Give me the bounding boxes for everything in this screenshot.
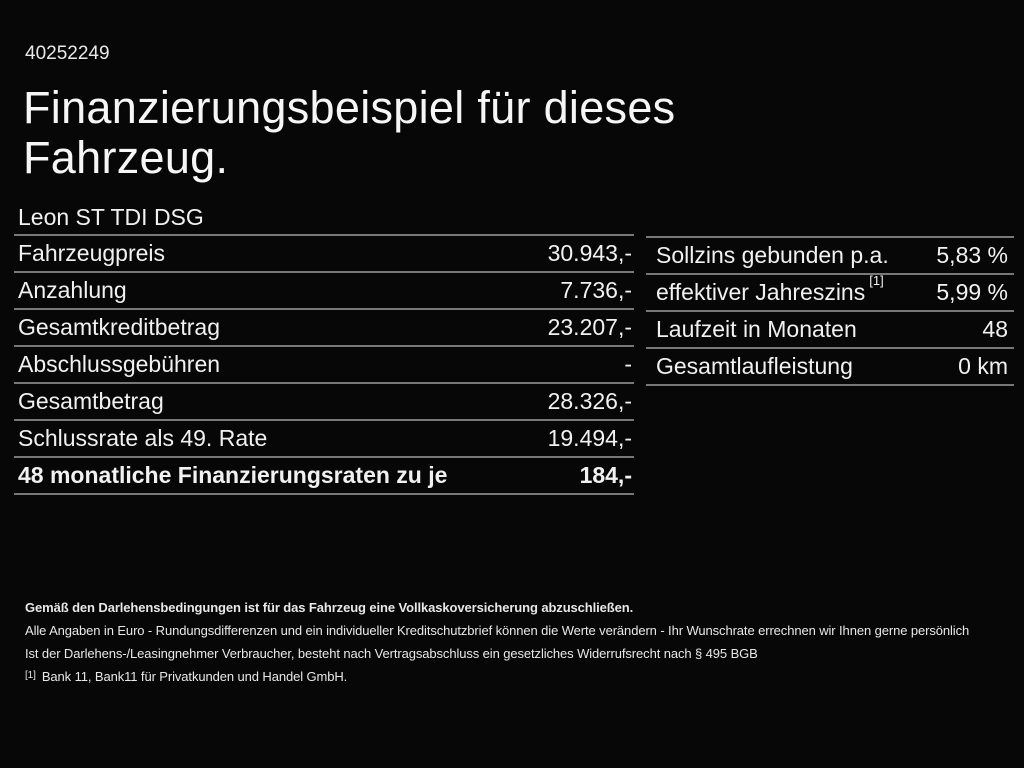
row-value: - (624, 351, 632, 377)
row-value: 7.736,- (560, 277, 632, 303)
footer: Gemäß den Darlehensbedingungen ist für d… (25, 600, 1005, 694)
financing-table: Leon ST TDI DSG Fahrzeugpreis 30.943,- A… (14, 200, 634, 495)
table-row: Gesamtlaufleistung 0 km (646, 349, 1014, 386)
row-value: 28.326,- (547, 388, 632, 414)
row-value: 5,83 % (936, 242, 1008, 268)
insurance-note: Gemäß den Darlehensbedingungen ist für d… (25, 600, 634, 615)
table-row: Fahrzeugpreis 30.943,- (14, 236, 634, 273)
row-value: 0 km (958, 353, 1008, 379)
disclaimer-line: Alle Angaben in Euro - Rundungsdifferenz… (25, 623, 970, 638)
table-row-monthly-rate: 48 monatliche Finanzierungsraten zu je 1… (14, 458, 634, 495)
table-row: effektiver Jahreszins [1] 5,99 % (646, 273, 1014, 312)
table-row: Anzahlung 7.736,- (14, 273, 634, 310)
table-row: Laufzeit in Monaten 48 (646, 312, 1014, 349)
row-label: Abschlussgebühren (18, 351, 221, 377)
row-value: 19.494,- (547, 425, 632, 451)
reference-number: 40252249 (25, 43, 110, 64)
row-label-text: effektiver Jahreszins (656, 279, 866, 305)
row-label: Gesamtlaufleistung (656, 353, 853, 379)
row-label: Gesamtkreditbetrag (18, 314, 220, 340)
row-label: Anzahlung (18, 277, 127, 303)
table-row: Gesamtkreditbetrag 23.207,- (14, 310, 634, 347)
footnote: [1] Bank 11, Bank11 für Privatkunden und … (25, 669, 1005, 687)
table-row: Gesamtbetrag 28.326,- (14, 384, 634, 421)
vehicle-name: Leon ST TDI DSG (14, 200, 634, 236)
footnote-marker: [1] (25, 670, 36, 681)
row-value: 48 (982, 316, 1008, 342)
financing-tables: Leon ST TDI DSG Fahrzeugpreis 30.943,- A… (14, 200, 1014, 495)
row-label: 48 monatliche Finanzierungsraten zu je (18, 462, 448, 488)
table-row: Sollzins gebunden p.a. 5,83 % (646, 238, 1014, 275)
row-label: Fahrzeugpreis (18, 240, 166, 266)
row-value: 30.943,- (547, 240, 632, 266)
row-label: Sollzins gebunden p.a. (656, 242, 889, 268)
row-label: Laufzeit in Monaten (656, 316, 857, 342)
row-label: effektiver Jahreszins [1] (656, 273, 884, 306)
row-label: Gesamtbetrag (18, 388, 164, 414)
disclaimer-line: Ist der Darlehens-/Leasingnehmer Verbrau… (25, 646, 758, 661)
row-value: 23.207,- (547, 314, 632, 340)
page-title: Finanzierungsbeispiel für dieses Fahrzeug… (23, 83, 675, 183)
footnote-text: Bank 11, Bank11 für Privatkunden und Han… (41, 669, 348, 684)
table-row: Schlussrate als 49. Rate 19.494,- (14, 421, 634, 458)
footnote-superscript: [1] (869, 273, 884, 288)
page-title-line1: Finanzierungsbeispiel für dieses (23, 82, 676, 133)
page-title-line2: Fahrzeug. (23, 132, 229, 183)
row-value: 184,- (579, 462, 632, 488)
row-label: Schlussrate als 49. Rate (18, 425, 268, 451)
row-value: 5,99 % (936, 279, 1008, 305)
conditions-table: Sollzins gebunden p.a. 5,83 % effektiver… (646, 236, 1014, 386)
table-row: Abschlussgebühren - (14, 347, 634, 384)
